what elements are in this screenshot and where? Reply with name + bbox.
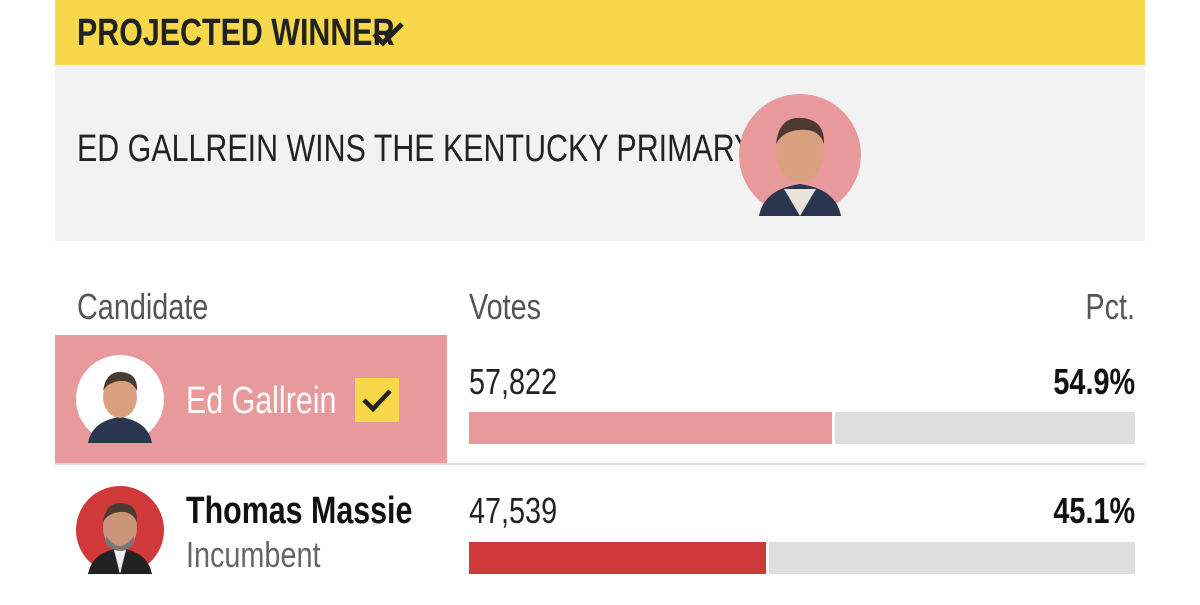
winner-check: [355, 378, 399, 422]
headline: ED GALLREIN WINS THE KENTUCKY PRIMARY: [77, 128, 755, 170]
vote-bar: [469, 542, 770, 574]
votes: 57,822: [469, 361, 558, 402]
banner: PROJECTED WINNER: [55, 0, 1145, 65]
column-header: Votes: [469, 286, 542, 327]
column-header: Pct.: [1085, 286, 1135, 327]
candidate-note: Incumbent: [186, 534, 321, 575]
candidate-name: Thomas Massie: [186, 490, 413, 532]
candidate-row: Ed Gallrein 57,822 54.9%: [55, 335, 1145, 463]
bar-track: [469, 542, 1135, 574]
vote-bar: [469, 412, 835, 444]
column-header: Candidate: [77, 286, 209, 327]
candidate-name: Ed Gallrein: [186, 380, 337, 422]
divider: [55, 463, 1145, 465]
headline-box: ED GALLREIN WINS THE KENTUCKY PRIMARY: [55, 65, 1145, 241]
banner-label: PROJECTED WINNER: [77, 12, 395, 54]
bar-track: [469, 412, 1135, 444]
winner-photo: [739, 94, 861, 216]
pct: 45.1%: [1053, 490, 1135, 531]
candidate-row: Thomas Massie Incumbent 47,539 45.1%: [55, 466, 1145, 596]
pct: 54.9%: [1053, 361, 1135, 402]
candidate-photo: [76, 355, 164, 443]
check-icon: [372, 22, 404, 47]
votes: 47,539: [469, 490, 558, 531]
candidate-photo: [76, 486, 164, 574]
